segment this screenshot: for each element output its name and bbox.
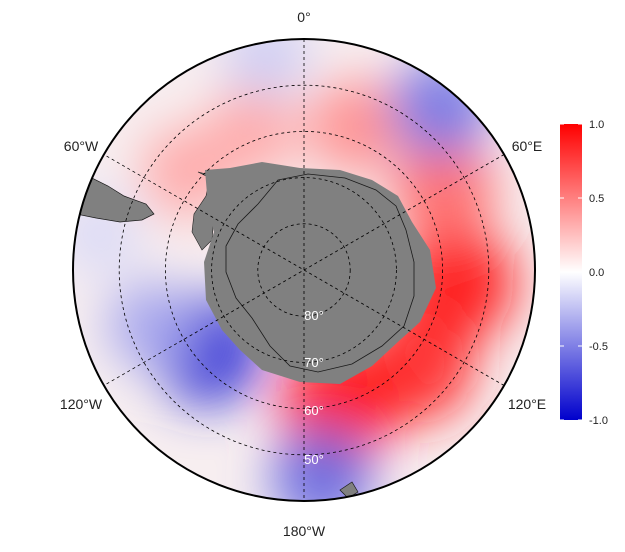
lat-label-50: 50° — [304, 452, 324, 467]
latitude-circle-60 — [164, 130, 444, 410]
lon-label-120e: 120°E — [508, 396, 546, 412]
colorbar-scale — [560, 124, 582, 420]
colorbar-tick-label-1: 0.5 — [589, 193, 604, 205]
anomaly-blob-11 — [223, 39, 309, 99]
anomaly-blob-5 — [207, 85, 300, 177]
anomaly-blob-9 — [270, 425, 374, 501]
colorbar-tick-label-4: -1.0 — [589, 415, 608, 427]
colorbar-tick-label-2: 0.0 — [589, 267, 604, 279]
lon-label-60w: 60°W — [64, 138, 99, 154]
lon-label-60e: 60°E — [512, 138, 543, 154]
map-border — [72, 38, 536, 502]
meridian-line-120 — [103, 154, 505, 386]
antarctica-coastline — [225, 173, 415, 373]
graticule — [103, 39, 505, 501]
colorbar-tick-label-3: -0.5 — [589, 341, 608, 353]
anomaly-blob-4 — [308, 78, 404, 175]
lon-label-0: 0° — [297, 9, 310, 25]
meridian-line-60 — [103, 154, 505, 386]
anomaly-blob-8 — [106, 279, 198, 371]
colorbar: 1.0 0.5 0.0 -0.5 -1.0 — [560, 119, 608, 427]
colorbar-tick-label-0: 1.0 — [589, 119, 604, 131]
new-zealand-fragment — [339, 481, 359, 499]
lon-label-120w: 120°W — [60, 396, 103, 412]
south-america-tip — [73, 177, 155, 223]
lon-label-180w: 180°W — [283, 523, 326, 539]
lat-label-80: 80° — [304, 308, 324, 323]
lat-label-60: 60° — [304, 403, 324, 418]
anomaly-blob-3 — [392, 137, 496, 241]
lat-label-70: 70° — [304, 355, 324, 370]
antarctica-landmass — [204, 162, 436, 384]
anomaly-blob-10 — [390, 57, 491, 158]
